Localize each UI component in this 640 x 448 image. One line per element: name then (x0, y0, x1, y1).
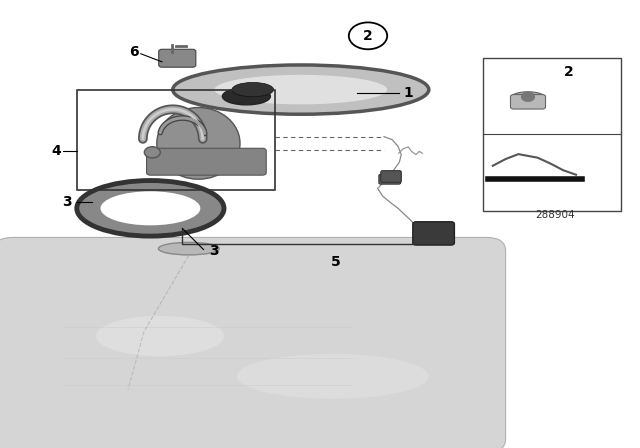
FancyBboxPatch shape (379, 174, 401, 184)
Circle shape (522, 92, 534, 101)
Ellipse shape (158, 242, 219, 255)
FancyBboxPatch shape (147, 148, 266, 175)
Ellipse shape (173, 65, 429, 114)
Text: 3: 3 (209, 244, 218, 258)
Text: 4: 4 (51, 144, 61, 159)
FancyBboxPatch shape (159, 49, 196, 67)
Ellipse shape (237, 354, 429, 399)
Ellipse shape (145, 146, 160, 158)
FancyBboxPatch shape (511, 95, 545, 109)
Text: 2: 2 (563, 65, 573, 79)
Text: 5: 5 (331, 255, 341, 269)
Ellipse shape (223, 88, 270, 105)
FancyBboxPatch shape (381, 171, 401, 182)
Text: 1: 1 (403, 86, 413, 100)
Text: 6: 6 (129, 44, 140, 59)
FancyBboxPatch shape (413, 222, 454, 245)
Text: 3: 3 (62, 195, 72, 210)
Ellipse shape (157, 108, 240, 179)
Ellipse shape (100, 191, 200, 225)
Ellipse shape (214, 75, 387, 104)
Ellipse shape (77, 181, 224, 236)
FancyBboxPatch shape (483, 58, 621, 211)
Text: 2: 2 (363, 29, 373, 43)
Ellipse shape (232, 82, 274, 97)
Ellipse shape (96, 316, 224, 356)
Text: 288904: 288904 (536, 210, 575, 220)
FancyBboxPatch shape (0, 237, 506, 448)
Ellipse shape (512, 92, 544, 102)
